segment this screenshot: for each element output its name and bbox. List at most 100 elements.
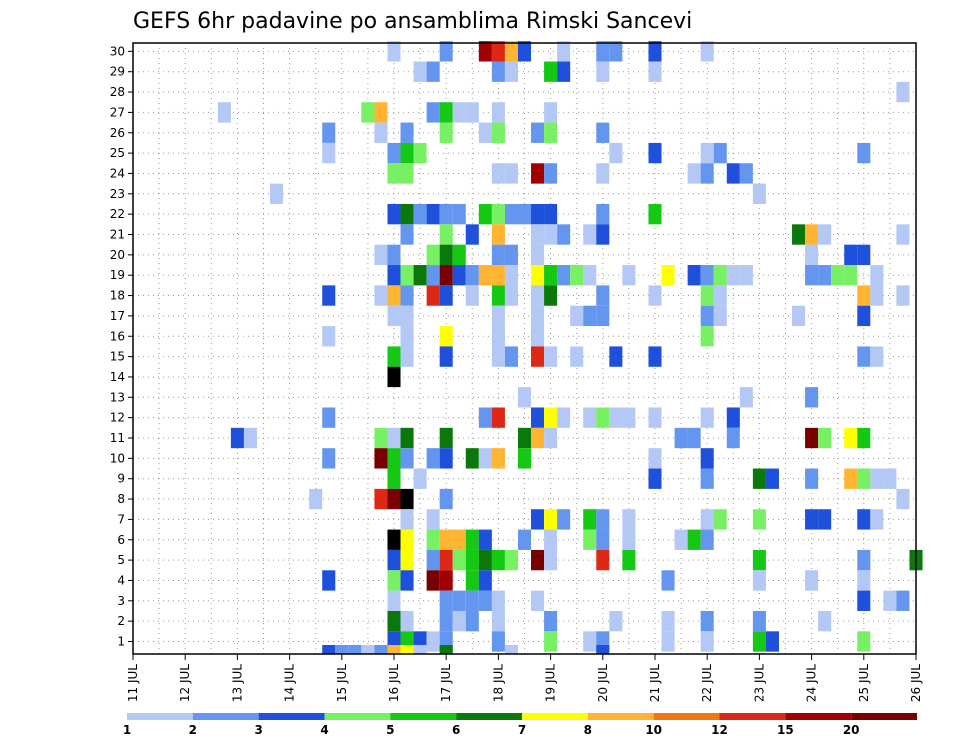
heatmap-cell [426, 203, 440, 225]
heatmap-cell [596, 407, 610, 428]
heatmap-cell [426, 509, 440, 530]
heatmap-cell [857, 468, 871, 489]
heatmap-cell [400, 224, 414, 245]
heatmap-cell [478, 203, 492, 225]
heatmap-cell [713, 142, 727, 164]
heatmap-cell [531, 427, 545, 449]
heatmap-cell [531, 163, 545, 184]
heatmap-cell [544, 265, 558, 286]
heatmap-cell [230, 427, 244, 449]
y-tick-label: 12 [110, 411, 125, 425]
colorbar-label: 7 [518, 723, 526, 737]
heatmap-cell [387, 529, 401, 550]
heatmap-cell [322, 142, 336, 164]
heatmap-cell [531, 285, 545, 306]
heatmap-cell [713, 285, 727, 306]
heatmap-cell [726, 163, 740, 184]
heatmap-cell [348, 645, 362, 654]
heatmap-cell [857, 427, 871, 449]
heatmap-cell [517, 41, 532, 62]
y-tick-label: 28 [110, 85, 125, 99]
heatmap-cell [374, 285, 388, 306]
heatmap-cell [439, 285, 453, 306]
heatmap-cell [465, 265, 479, 286]
heatmap-cell [531, 509, 545, 530]
y-tick-label: 18 [110, 289, 125, 303]
y-tick-label: 4 [117, 573, 125, 587]
heatmap-cell [387, 366, 401, 388]
heatmap-cell [700, 326, 714, 347]
heatmap-cell [439, 549, 453, 571]
heatmap-cell [818, 427, 832, 449]
colorbar-label: 20 [843, 723, 860, 737]
heatmap-cell [374, 122, 388, 143]
heatmap-cell [322, 285, 336, 306]
heatmap-cell [400, 427, 414, 449]
heatmap-cell [596, 163, 610, 184]
heatmap-cell [426, 244, 440, 266]
heatmap-cell [491, 102, 505, 123]
y-tick-label: 24 [110, 166, 125, 180]
heatmap-cell [400, 509, 414, 530]
heatmap-cell [504, 244, 518, 266]
heatmap-cell [439, 41, 453, 62]
y-tick-label: 22 [110, 207, 125, 221]
heatmap-cell [531, 203, 545, 225]
heatmap-cell [531, 549, 545, 571]
heatmap-cell [439, 448, 453, 469]
heatmap-cell [491, 407, 505, 428]
heatmap-cell [400, 570, 414, 591]
heatmap-cell [596, 224, 610, 245]
heatmap-cell [504, 285, 518, 306]
heatmap-cell [752, 631, 766, 652]
heatmap-cell [726, 407, 740, 428]
x-tick-label: 20 JUL [596, 664, 610, 702]
colorbar-segment [587, 713, 654, 720]
colorbar-label: 5 [386, 723, 394, 737]
x-tick-label: 18 JUL [491, 664, 505, 702]
heatmap-cell [439, 590, 453, 611]
heatmap-cell [322, 122, 336, 143]
heatmap-cell [700, 509, 714, 530]
heatmap-cell [752, 509, 766, 530]
heatmap-cell [426, 448, 440, 469]
heatmap-cell [596, 61, 610, 82]
heatmap-cell [309, 488, 323, 510]
heatmap-cell [648, 203, 662, 225]
x-tick-label: 26 JUL [909, 664, 923, 702]
heatmap-cell [478, 590, 492, 611]
heatmap-cell [387, 570, 401, 591]
heatmap-cell [452, 102, 466, 123]
heatmap-cell [361, 645, 375, 654]
heatmap-cell [400, 163, 414, 184]
y-tick-label: 20 [110, 248, 125, 262]
heatmap-cell [387, 203, 401, 225]
heatmap-cell [844, 427, 858, 449]
heatmap-cell [687, 529, 701, 550]
heatmap-cell [517, 203, 532, 225]
heatmap-cell [491, 61, 505, 82]
y-tick-label: 25 [110, 146, 125, 160]
heatmap-cell [870, 468, 884, 489]
y-tick-label: 9 [117, 472, 125, 486]
colorbar-segment [851, 713, 917, 720]
y-tick-label: 7 [117, 512, 125, 526]
heatmap-cell [491, 326, 505, 347]
heatmap-cell [700, 265, 714, 286]
colorbar-label: 10 [645, 723, 662, 737]
heatmap-cell [491, 448, 505, 469]
heatmap-cell [504, 61, 518, 82]
heatmap-cell [805, 244, 819, 266]
x-tick-label: 25 JUL [857, 664, 871, 702]
y-tick-label: 8 [117, 492, 125, 506]
heatmap-cell [322, 645, 336, 654]
heatmap-cell [439, 529, 453, 550]
heatmap-cell [452, 244, 466, 266]
colorbar-segment [456, 713, 522, 720]
x-tick-label: 24 JUL [805, 664, 819, 702]
heatmap-cell [687, 265, 701, 286]
heatmap-cell [583, 407, 597, 428]
heatmap-cell [609, 407, 623, 428]
heatmap-cell [883, 590, 897, 611]
heatmap-cell [452, 203, 466, 225]
